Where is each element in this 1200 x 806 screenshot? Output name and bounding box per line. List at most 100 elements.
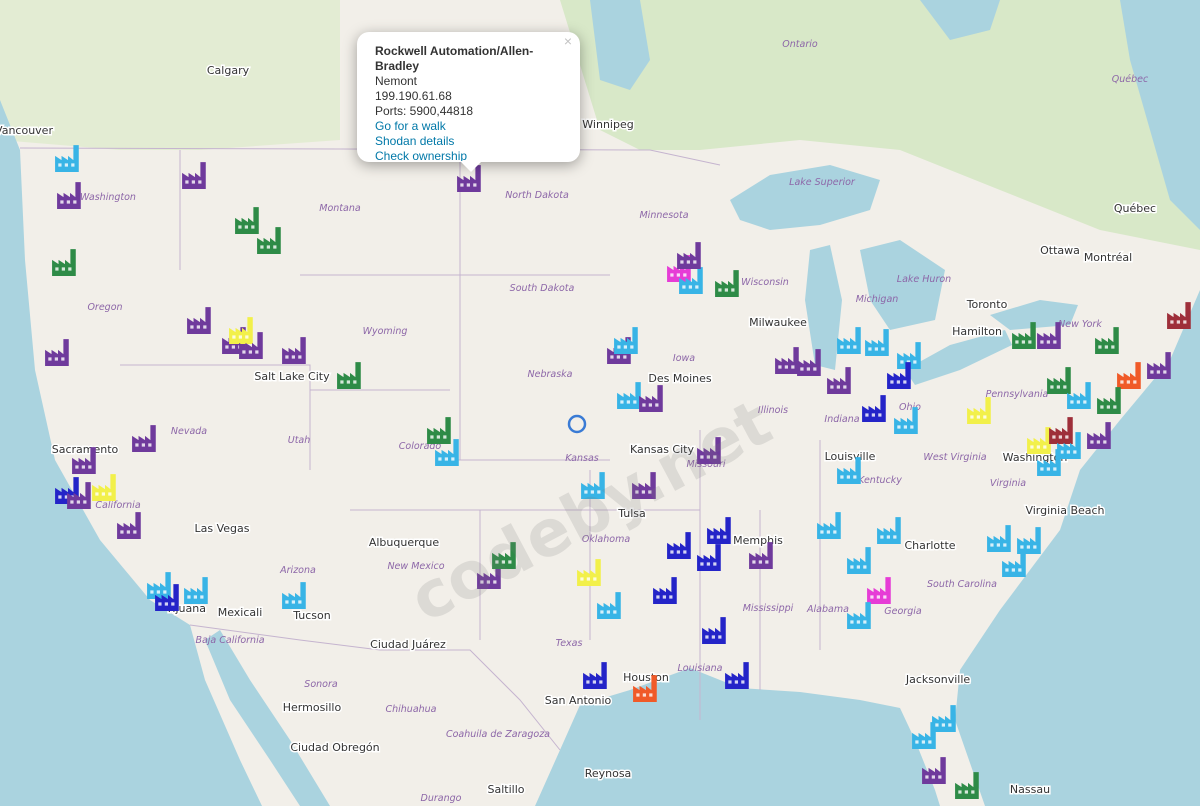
- region-label: Ontario: [782, 39, 818, 50]
- atlantic: [955, 290, 1200, 806]
- region-label: Wyoming: [363, 326, 408, 337]
- region-label: Iowa: [673, 353, 695, 364]
- city-label: Salt Lake City: [254, 370, 330, 383]
- region-label: Texas: [556, 638, 583, 649]
- region-label: Alabama: [806, 604, 849, 615]
- popup-tail: [460, 161, 482, 172]
- lake-superior: [730, 165, 880, 230]
- labels: Calgary Vancouver Winnipeg Ottawa Montréal Qu…: [0, 39, 1158, 804]
- city-label: Québec: [1114, 202, 1156, 215]
- region-label: Virginia: [990, 478, 1026, 489]
- forest: [560, 0, 1200, 250]
- city-label: Virginia Beach: [1025, 504, 1104, 517]
- lake-erie: [905, 330, 1012, 385]
- popup-line: Ports: 5900,44818: [375, 104, 474, 118]
- city-label: Reynosa: [585, 767, 632, 780]
- city-label: Saltillo: [488, 783, 525, 796]
- popup: × Rockwell Automation/Allen-Bradley Nemo…: [357, 32, 580, 163]
- city-label: Montréal: [1084, 251, 1132, 264]
- popup-link[interactable]: Shodan details: [375, 134, 455, 148]
- popup-line: 199.190.61.68: [375, 89, 452, 103]
- region-label: Québec: [1112, 74, 1149, 85]
- gulf-mexico: [535, 668, 940, 806]
- region-label: Colorado: [399, 441, 442, 452]
- popup-link[interactable]: Go for a walk: [375, 119, 446, 133]
- city-label: Tulsa: [617, 507, 646, 520]
- region-label: Washington: [80, 192, 136, 203]
- lake-michigan: [805, 245, 842, 370]
- region-label: Lake Superior: [789, 177, 856, 188]
- city-label: Jacksonville: [905, 673, 971, 686]
- city-label: Nassau: [1010, 783, 1050, 796]
- city-label: Albuquerque: [369, 536, 440, 549]
- region-label: New York: [1058, 319, 1102, 330]
- pacific: [0, 100, 262, 806]
- region-label: Minnesota: [639, 210, 688, 221]
- region-label: Illinois: [758, 405, 788, 416]
- st-lawrence: [1120, 0, 1200, 230]
- city-label: Kansas City: [630, 443, 694, 456]
- region-label: Missouri: [686, 459, 725, 470]
- region-label: Arizona: [279, 565, 316, 576]
- city-label: Memphis: [733, 534, 783, 547]
- region-label: Oregon: [87, 302, 122, 313]
- borders: [19, 147, 821, 751]
- region-label: Utah: [288, 435, 311, 446]
- city-label: Vancouver: [0, 124, 53, 137]
- region-label: Louisiana: [677, 663, 722, 674]
- region-label: Baja California: [195, 635, 264, 646]
- region-label: Georgia: [884, 606, 922, 617]
- popup-link[interactable]: Check ownership: [375, 149, 468, 163]
- region-label: Mississippi: [743, 603, 794, 614]
- region-label: California: [95, 500, 140, 511]
- region-label: Oklahoma: [582, 534, 631, 545]
- city-label: Tucson: [292, 609, 331, 622]
- city-label: Calgary: [207, 64, 250, 77]
- region-label: Nevada: [171, 426, 207, 437]
- close-button[interactable]: ×: [563, 33, 572, 49]
- city-label: Houston: [623, 671, 669, 684]
- region-label: South Carolina: [927, 579, 997, 590]
- city-label: Charlotte: [904, 539, 955, 552]
- region-label: Kentucky: [858, 475, 902, 486]
- region-label: Nebraska: [528, 369, 573, 380]
- lake: [920, 0, 1000, 40]
- region-label: Michigan: [856, 294, 899, 305]
- city-label: Las Vegas: [195, 522, 250, 535]
- region-label: Durango: [421, 793, 462, 804]
- region-label: West Virginia: [923, 452, 986, 463]
- region-label: New Mexico: [387, 561, 444, 572]
- city-label: San Antonio: [545, 694, 612, 707]
- city-label: Hermosillo: [283, 701, 342, 714]
- location-marker[interactable]: [567, 414, 587, 434]
- popup-title: Rockwell Automation/Allen-Bradley: [375, 44, 534, 73]
- forest: [0, 0, 340, 150]
- region-label: Wisconsin: [741, 277, 789, 288]
- region-label: Ohio: [899, 402, 921, 413]
- gulf-california: [205, 630, 330, 806]
- city-label: Sacramento: [52, 443, 119, 456]
- region-label: North Dakota: [505, 190, 569, 201]
- city-label: Ottawa: [1040, 244, 1080, 257]
- city-label: Milwaukee: [749, 316, 807, 329]
- city-label: Mexicali: [218, 606, 263, 619]
- city-label: Ciudad Obregón: [290, 741, 379, 754]
- region-label: Montana: [319, 203, 361, 214]
- region-label: Indiana: [824, 414, 859, 425]
- lake-winnipeg: [590, 0, 650, 90]
- lake-huron: [860, 240, 945, 330]
- popup-line: Nemont: [375, 74, 418, 88]
- city-label: Toronto: [966, 298, 1008, 311]
- city-label: Louisville: [825, 450, 876, 463]
- region-label: Pennsylvania: [986, 389, 1049, 400]
- city-label: Des Moines: [648, 372, 711, 385]
- region-label: Coahuila de Zaragoza: [446, 729, 550, 740]
- region-label: Sonora: [304, 679, 338, 690]
- region-label: South Dakota: [510, 283, 575, 294]
- region-label: Lake Huron: [897, 274, 951, 285]
- region-label: Chihuahua: [385, 704, 436, 715]
- city-label: Ciudad Juárez: [370, 638, 446, 651]
- city-label: Hamilton: [952, 325, 1002, 338]
